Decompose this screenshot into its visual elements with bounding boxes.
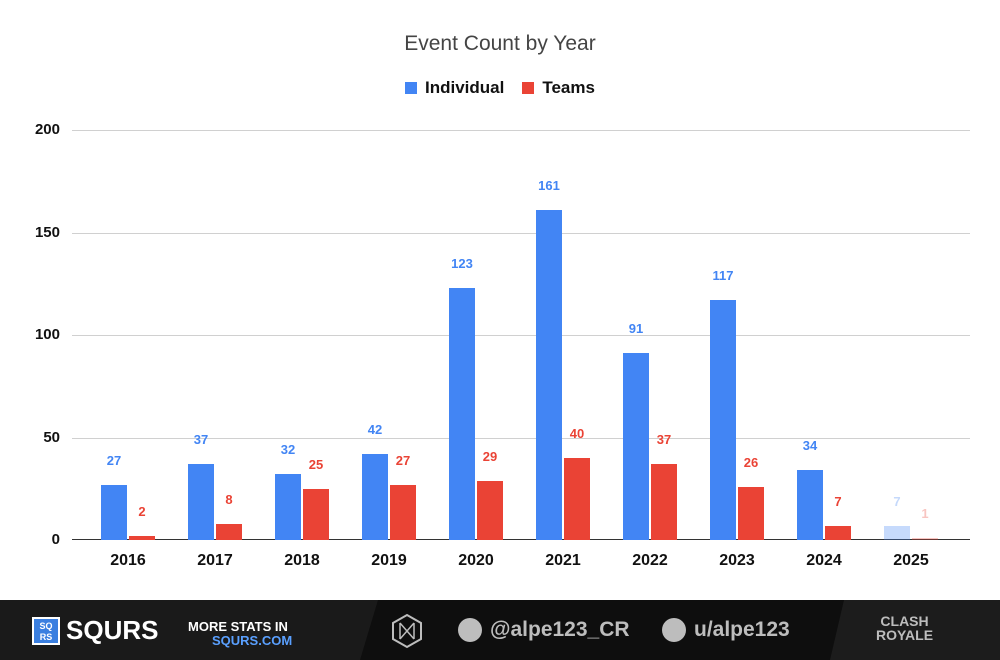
x-tick-label: 2021	[545, 552, 581, 569]
x-tick-label: 2018	[284, 552, 320, 569]
squrs-logo-icon: SQ RS	[32, 617, 60, 645]
x-tick-label: 2024	[806, 552, 842, 569]
bar-teams-2019	[390, 484, 416, 540]
bar-teams-2016	[129, 535, 155, 540]
reddit-icon	[662, 618, 686, 642]
data-label: 25	[308, 456, 324, 472]
data-label: 1	[921, 505, 929, 521]
bar-individual-2021	[536, 209, 562, 540]
data-label: 32	[280, 442, 296, 458]
bar-teams-2021	[564, 458, 590, 540]
data-label: 34	[802, 438, 818, 454]
legend-label-individual: Individual	[425, 78, 505, 97]
y-tick-label: 50	[43, 428, 60, 446]
x-tick-label: 2016	[110, 552, 146, 569]
bar-individual-2020	[449, 287, 475, 540]
chart-title: Event Count by Year	[404, 32, 596, 55]
plot-area: 27 2 37 8 32 25 42 27 123 29 161 40 91 37 117 26 34 7 7 1	[72, 130, 970, 540]
footer-banner: SQ RS SQURS MORE STATS IN SQURS.COM @alp…	[0, 600, 1000, 660]
x-tick-label: 2017	[197, 552, 233, 569]
bar-individual-2023	[710, 300, 736, 540]
data-label: 91	[628, 321, 644, 337]
legend-swatch-individual	[405, 82, 418, 94]
gridline	[72, 232, 970, 234]
bar-individual-2024	[797, 470, 823, 540]
x-tick-label: 2020	[458, 552, 494, 569]
x-tick-label: 2023	[719, 552, 755, 569]
bar-individual-2022	[623, 353, 649, 540]
bar-individual-2025	[884, 525, 910, 540]
y-tick-label: 150	[34, 223, 60, 241]
legend-label-teams: Teams	[542, 78, 595, 97]
brand-name: SQURS	[66, 615, 159, 645]
y-tick-label: 200	[34, 121, 60, 138]
bar-individual-2016	[101, 484, 127, 540]
x-axis-line	[72, 539, 970, 540]
legend-swatch-teams	[522, 82, 535, 94]
clash-royale-logo: CLASH ROYALE	[876, 613, 934, 643]
legend-item-teams: Teams	[522, 78, 595, 98]
data-label: 37	[193, 432, 209, 448]
bar-teams-2017	[216, 523, 242, 540]
reddit-handle-text: u/alpe123	[694, 618, 790, 641]
data-label: 7	[893, 493, 901, 509]
y-tick-label: 0	[51, 531, 60, 548]
data-label: 29	[482, 448, 498, 464]
twitter-handle[interactable]: @alpe123_CR	[458, 618, 630, 642]
data-label: 42	[367, 421, 383, 437]
squrs-link[interactable]: SQURS.COM	[212, 633, 293, 648]
bar-individual-2018	[275, 474, 301, 540]
legend: Individual Teams	[0, 78, 1000, 98]
data-label: 123	[451, 255, 473, 271]
gridline	[72, 130, 970, 131]
bar-individual-2017	[188, 464, 214, 540]
data-label: 40	[569, 426, 585, 441]
x-tick-label: 2022	[632, 552, 668, 569]
y-tick-label: 100	[34, 326, 60, 343]
data-label: 117	[712, 268, 734, 284]
rd-logo-icon	[392, 613, 422, 649]
data-label: 37	[656, 432, 672, 448]
more-stats-text: MORE STATS IN	[188, 619, 288, 634]
bar-teams-2018	[303, 488, 329, 540]
bar-teams-2020	[477, 480, 503, 540]
data-label: 7	[834, 493, 842, 509]
bar-teams-2024	[825, 525, 851, 540]
data-label: 2	[138, 503, 146, 519]
data-label: 26	[743, 454, 759, 470]
data-label: 8	[225, 491, 233, 507]
gridline	[72, 335, 970, 336]
bar-teams-2022	[651, 464, 677, 540]
gridline	[72, 437, 970, 439]
x-tick-label: 2019	[371, 552, 407, 569]
data-label: 161	[538, 177, 560, 193]
bar-teams-2025	[912, 537, 938, 540]
bar-individual-2019	[362, 453, 388, 540]
footer-right-panel	[830, 600, 1000, 660]
twitter-handle-text: @alpe123_CR	[490, 618, 630, 641]
data-label: 27	[395, 452, 411, 468]
reddit-handle[interactable]: u/alpe123	[662, 618, 790, 642]
legend-item-individual: Individual	[405, 78, 504, 98]
twitter-icon	[458, 618, 482, 642]
data-label: 27	[106, 452, 122, 468]
x-tick-label: 2025	[893, 552, 929, 569]
bar-teams-2023	[738, 486, 764, 540]
